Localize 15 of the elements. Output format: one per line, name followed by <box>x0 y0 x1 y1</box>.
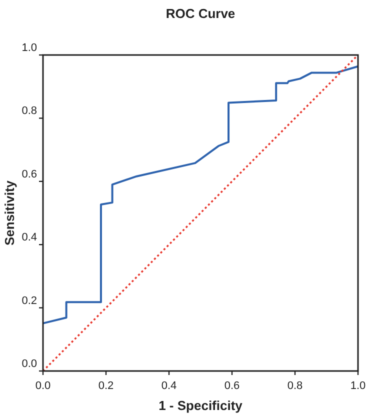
y-tick-label: 0.0 <box>22 358 37 370</box>
y-tick-label: 0.6 <box>22 168 37 180</box>
x-tick-label: 0.2 <box>98 380 114 392</box>
x-tick-label: 0.4 <box>161 380 177 392</box>
y-axis-title: Sensitivity <box>2 180 17 246</box>
x-tick-label: 0.8 <box>287 380 303 392</box>
x-tick-label: 0.0 <box>35 380 51 392</box>
x-tick-label: 1.0 <box>350 380 366 392</box>
y-tick-label: 0.2 <box>22 294 37 307</box>
chart-title: ROC Curve <box>166 6 236 21</box>
x-axis-title: 1 - Specificity <box>158 398 244 413</box>
x-tick-label: 0.6 <box>224 380 240 392</box>
y-tick-label: 1.0 <box>22 42 37 54</box>
y-tick-label: 0.4 <box>22 232 37 244</box>
y-tick-label: 0.8 <box>22 105 37 118</box>
